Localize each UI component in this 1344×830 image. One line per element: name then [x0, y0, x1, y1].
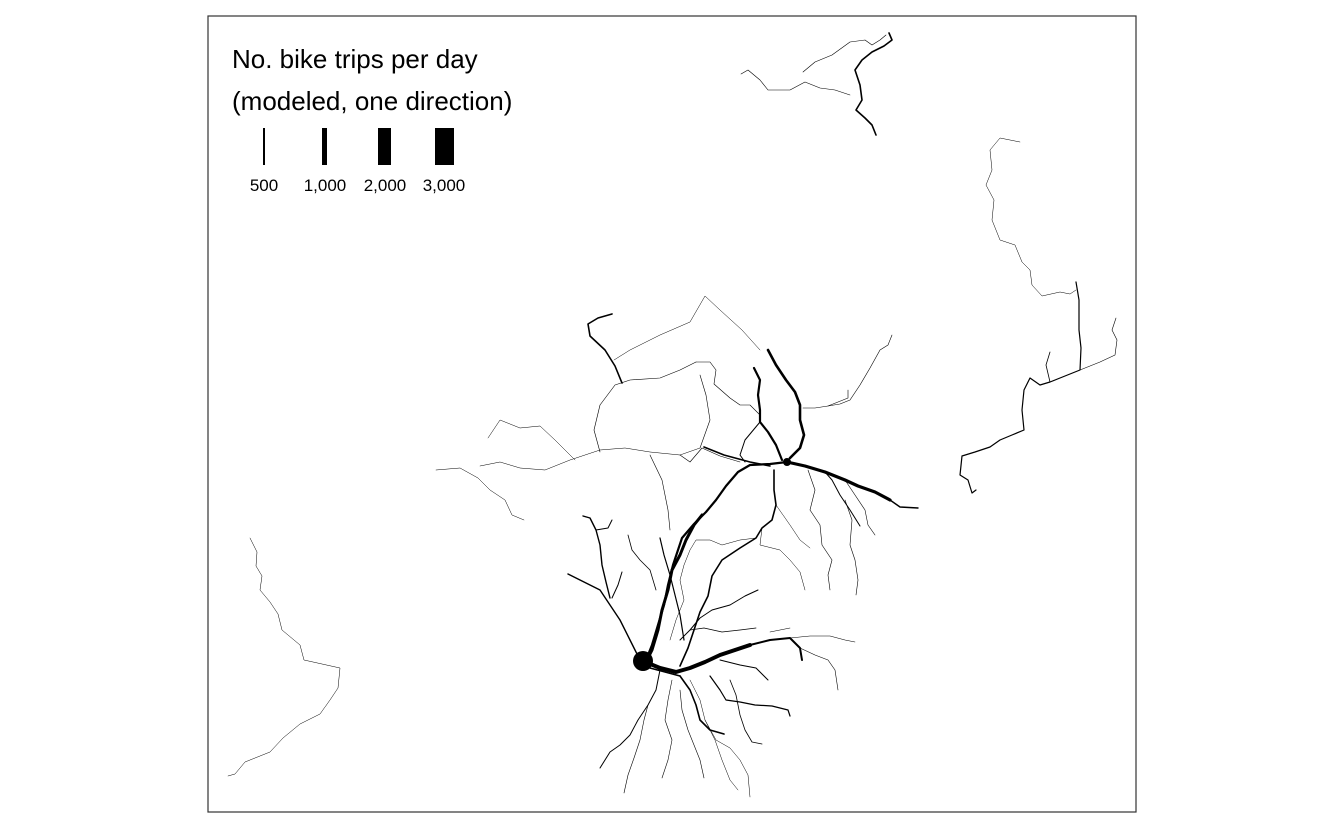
route-segment: [661, 679, 673, 779]
route-segment: [959, 281, 1082, 494]
route-segment: [799, 647, 839, 691]
legend-title-line2: (modeled, one direction): [232, 86, 512, 116]
route-segment: [649, 454, 671, 531]
route-segment: [689, 627, 757, 633]
route-segment: [789, 635, 856, 643]
route-segment: [679, 469, 777, 667]
route-segment: [854, 32, 893, 136]
legend-label-2000: 2,000: [364, 176, 407, 195]
route-segment: [769, 627, 791, 633]
route-segment: [709, 675, 791, 717]
legend-symbol-3000: [435, 128, 454, 165]
route-segment: [689, 679, 751, 798]
route-segment: [679, 675, 725, 735]
route-segment: [623, 704, 649, 794]
route-segment: [641, 643, 752, 674]
legend-label-500: 500: [250, 176, 278, 195]
route-segment: [679, 689, 705, 779]
route-segment: [824, 471, 861, 527]
legend-label-3000: 3,000: [423, 176, 466, 195]
route-segment: [759, 527, 806, 591]
route-segment: [729, 679, 763, 745]
route-segment: [669, 537, 757, 641]
legend: No. bike trips per day (modeled, one dir…: [232, 44, 512, 195]
route-segment: [1045, 351, 1051, 383]
route-segment: [613, 295, 761, 361]
route-segment: [699, 374, 711, 449]
route-segment: [889, 499, 919, 509]
route-segment: [752, 366, 784, 462]
route-segment: [985, 137, 1077, 297]
route-segment: [487, 419, 576, 461]
route-segment: [435, 467, 525, 521]
route-segment: [1079, 317, 1118, 371]
route-segment: [802, 334, 893, 409]
route-segment: [827, 389, 849, 407]
route-segment: [627, 534, 657, 591]
legend-label-1000: 1,000: [304, 176, 347, 195]
route-segment: [704, 719, 739, 791]
route-segment: [611, 571, 623, 599]
route-segment: [479, 447, 701, 471]
route-segment: [227, 537, 341, 777]
route-segment: [719, 659, 769, 681]
route-segment: [766, 348, 806, 460]
route-segment: [599, 669, 661, 769]
route-network: [227, 32, 1118, 798]
route-segment: [703, 446, 771, 467]
route-segment: [802, 34, 887, 73]
legend-symbol-2000: [378, 128, 391, 165]
route-segment: [659, 537, 685, 641]
route-segment: [595, 519, 613, 531]
route-segment: [740, 69, 851, 96]
route-segment: [679, 447, 741, 463]
legend-symbol-500: [263, 128, 265, 165]
route-segment: [567, 573, 641, 661]
legend-title-line1: No. bike trips per day: [232, 44, 478, 74]
route-segment: [844, 479, 876, 536]
route-segment: [644, 513, 704, 664]
route-segment: [695, 361, 761, 416]
route-segment: [807, 469, 833, 591]
route-segment: [582, 515, 611, 599]
route-segment: [844, 499, 859, 596]
legend-symbol-1000: [322, 128, 327, 165]
route-segment: [587, 313, 623, 384]
route-segment: [775, 504, 811, 549]
map-frame: [207, 15, 1137, 813]
route-segment: [739, 421, 761, 463]
route-segment: [649, 667, 681, 677]
